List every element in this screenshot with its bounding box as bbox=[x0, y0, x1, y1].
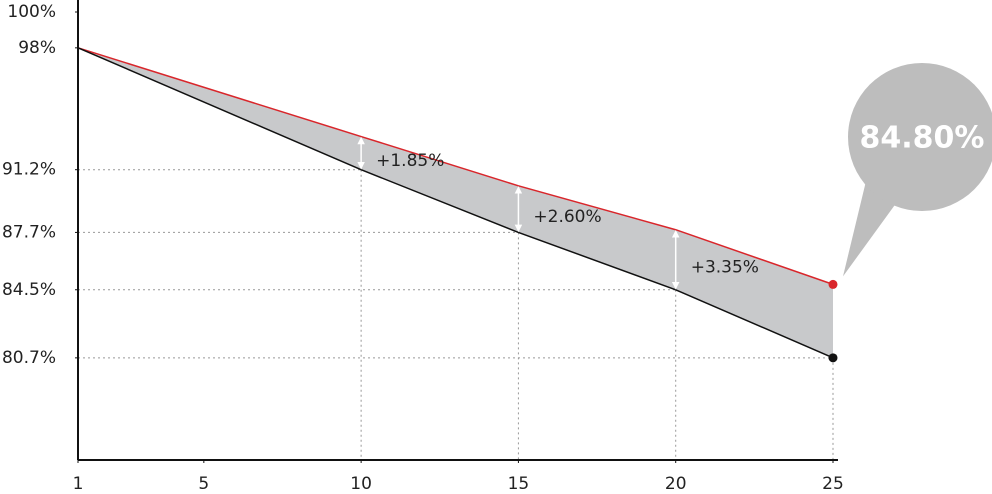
end-point bbox=[828, 279, 838, 289]
x-tick-label: 10 bbox=[350, 474, 372, 494]
callout-label: 84.80% bbox=[860, 121, 985, 156]
end-point bbox=[828, 353, 838, 363]
x-tick-label: 20 bbox=[665, 474, 687, 494]
gap-area bbox=[78, 47, 833, 358]
callout-tail bbox=[843, 177, 897, 277]
y-tick-label: 100% bbox=[7, 2, 56, 22]
y-tick-label: 80.7% bbox=[2, 348, 56, 368]
y-tick-label: 98% bbox=[18, 38, 56, 58]
x-tick-label: 25 bbox=[822, 474, 844, 494]
diff-label: +1.85% bbox=[376, 151, 444, 171]
x-tick-label: 5 bbox=[198, 474, 209, 494]
y-tick-label: 84.5% bbox=[2, 280, 56, 300]
series-line bbox=[77, 47, 834, 359]
callout-bubble bbox=[848, 63, 992, 211]
series-line bbox=[77, 47, 834, 286]
diff-label: +2.60% bbox=[533, 207, 601, 227]
x-tick-label: 15 bbox=[508, 474, 530, 494]
y-tick-label: 91.2% bbox=[2, 160, 56, 180]
x-tick-label: 1 bbox=[73, 474, 84, 494]
y-tick-label: 87.7% bbox=[2, 222, 56, 242]
diff-label: +3.35% bbox=[691, 258, 759, 278]
